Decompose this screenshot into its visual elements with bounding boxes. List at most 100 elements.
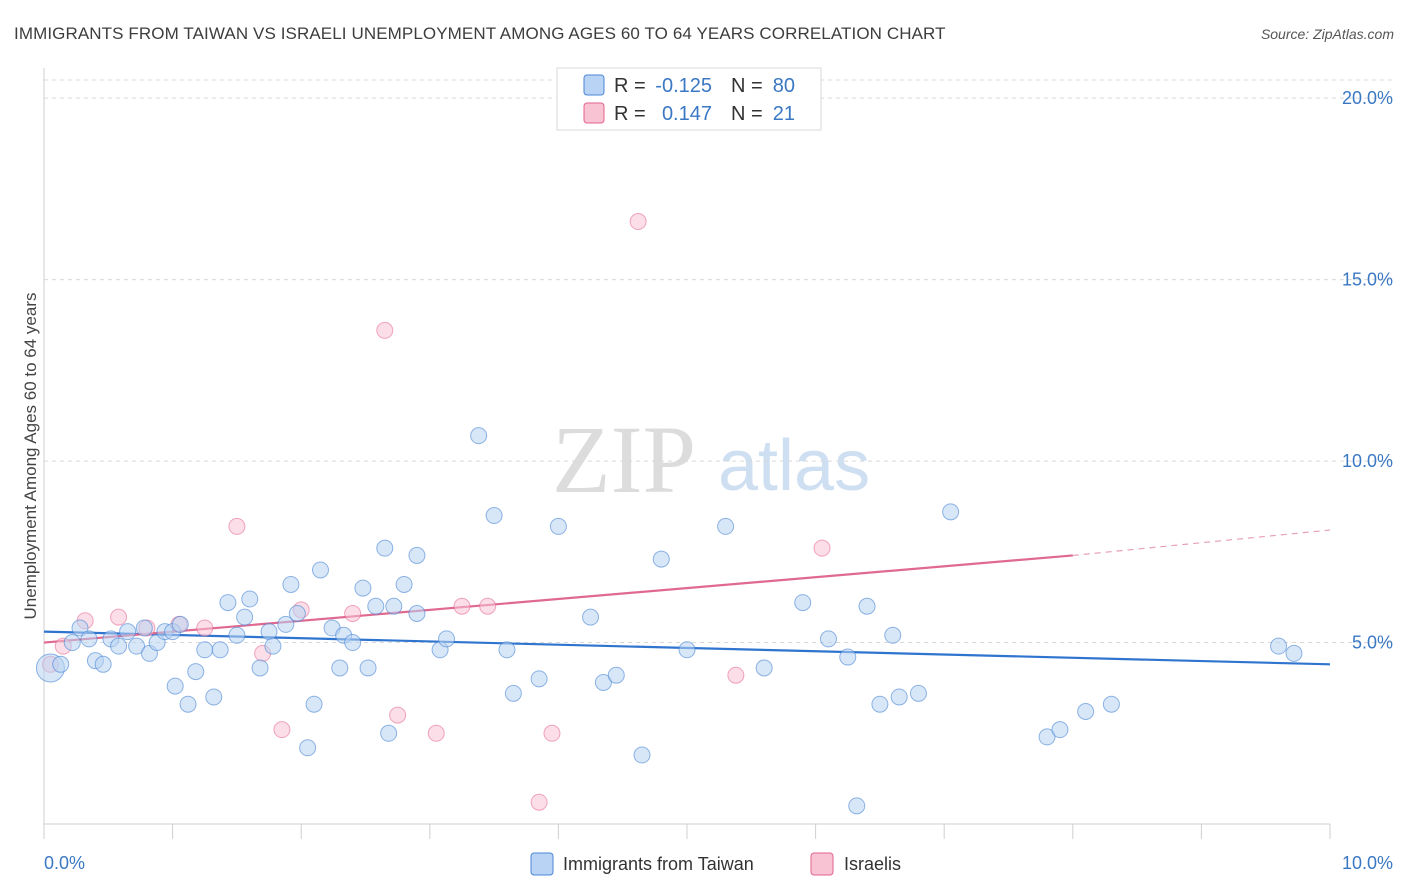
taiwan-point (582, 608, 600, 626)
taiwan-point (1270, 637, 1288, 655)
taiwan-point (80, 630, 98, 648)
taiwan-point (205, 688, 223, 706)
taiwan-point (251, 659, 269, 677)
taiwan-point (344, 634, 362, 652)
taiwan-point (890, 688, 908, 706)
taiwan-point (187, 663, 205, 681)
taiwan-point (211, 641, 229, 659)
israelis-point (427, 724, 445, 742)
legend-n-label-2: N = (731, 103, 763, 125)
bottom-legend-israelis: Israelis (844, 854, 901, 874)
chart-source: Source: ZipAtlas.com (1261, 26, 1394, 42)
taiwan-point (71, 619, 89, 637)
bottom-legend-swatch-israelis (810, 852, 834, 876)
taiwan-point (288, 605, 306, 623)
israelis-point (389, 706, 407, 724)
israelis-point (727, 666, 745, 684)
taiwan-point (395, 575, 413, 593)
taiwan-point (678, 641, 696, 659)
taiwan-point (380, 724, 398, 742)
legend-n-value-1: 80 (773, 75, 795, 97)
taiwan-point (607, 666, 625, 684)
taiwan-point (135, 619, 153, 637)
israelis-point (530, 793, 548, 811)
taiwan-point (1077, 702, 1095, 720)
taiwan-point (438, 630, 456, 648)
taiwan-point (166, 677, 184, 695)
taiwan-point (311, 561, 329, 579)
taiwan-point (504, 684, 522, 702)
y-tick-label: 20.0% (1342, 88, 1393, 108)
taiwan-point (171, 615, 189, 633)
legend: R = -0.125 N = 80 R = 0.147 N = 21 (556, 67, 822, 131)
taiwan-point (1051, 721, 1069, 739)
taiwan-point (858, 597, 876, 615)
taiwan-point (219, 594, 237, 612)
taiwan-point (408, 605, 426, 623)
israelis-point (196, 619, 214, 637)
y-tick-labels: 5.0% 10.0% 15.0% 20.0% (1342, 88, 1393, 652)
israelis-point (813, 539, 831, 557)
taiwan-point (63, 634, 81, 652)
taiwan-point (470, 427, 488, 445)
taiwan-point (228, 626, 246, 644)
taiwan-point (848, 797, 866, 815)
israelis-point (376, 321, 394, 339)
bottom-legend: Immigrants from Taiwan Israelis (530, 852, 901, 876)
x-tick-label: 10.0% (1342, 853, 1393, 873)
israelis-point (453, 597, 471, 615)
taiwan-point (282, 575, 300, 593)
y-axis-label: Unemployment Among Ages 60 to 64 years (21, 293, 40, 620)
israelis-point (479, 597, 497, 615)
bottom-legend-swatch-taiwan (530, 852, 554, 876)
taiwan-point (264, 637, 282, 655)
legend-r-label-1: R = (614, 75, 646, 97)
y-tick-label: 10.0% (1342, 451, 1393, 471)
taiwan-point (299, 739, 317, 757)
taiwan-point (241, 590, 259, 608)
axes (43, 68, 1331, 839)
taiwan-point (530, 670, 548, 688)
taiwan-point (385, 597, 403, 615)
legend-r-value-1: -0.125 (655, 75, 712, 97)
taiwan-point (236, 608, 254, 626)
israelis-trend-extension (1072, 529, 1331, 557)
watermark-atlas: atlas (718, 426, 870, 506)
taiwan-point (485, 507, 503, 525)
gridlines (44, 79, 1394, 644)
taiwan-point (354, 579, 372, 597)
israelis-point (273, 721, 291, 739)
watermark-zip: ZIP (552, 406, 696, 513)
taiwan-point (52, 655, 70, 673)
taiwan-point (717, 517, 735, 535)
taiwan-point (376, 539, 394, 557)
taiwan-point (331, 659, 349, 677)
taiwan-point (119, 623, 137, 641)
taiwan-point (196, 641, 214, 659)
scatter-points (35, 213, 1303, 815)
legend-r-value-2: 0.147 (662, 103, 712, 125)
legend-r-label-2: R = (614, 103, 646, 125)
taiwan-point (94, 655, 112, 673)
taiwan-point (179, 695, 197, 713)
y-tick-label: 15.0% (1342, 270, 1393, 290)
taiwan-point (305, 695, 323, 713)
taiwan-point (110, 637, 128, 655)
taiwan-point (549, 517, 567, 535)
y-tick-label: 5.0% (1352, 633, 1393, 653)
taiwan-point (277, 615, 295, 633)
israelis-point (228, 517, 246, 535)
israelis-trend-line (43, 554, 1073, 644)
taiwan-point (884, 626, 902, 644)
chart-title: IMMIGRANTS FROM TAIWAN VS ISRAELI UNEMPL… (14, 24, 946, 43)
taiwan-point (408, 546, 426, 564)
taiwan-point (633, 746, 651, 764)
x-tick-labels: 0.0% 10.0% (44, 853, 1393, 873)
taiwan-point (794, 594, 812, 612)
watermark: ZIP atlas (552, 406, 870, 513)
israelis-point (629, 213, 647, 231)
x-tick-label: 0.0% (44, 853, 85, 873)
taiwan-point (1038, 728, 1056, 746)
legend-n-value-2: 21 (773, 103, 795, 125)
